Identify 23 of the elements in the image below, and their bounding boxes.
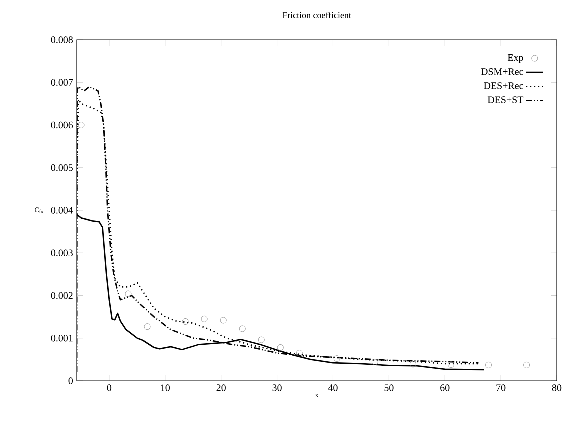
y-tick-label: 0.005 bbox=[51, 164, 73, 172]
x-tick-label: 80 bbox=[552, 384, 562, 392]
y-tick-label: 0.006 bbox=[51, 122, 74, 129]
legend-label: DSM+Rec bbox=[481, 68, 524, 76]
legend-label: Exp bbox=[508, 54, 524, 64]
legend-label: DES+ST bbox=[488, 96, 524, 104]
y-tick-label: 0.008 bbox=[51, 36, 74, 44]
x-tick-label: 70 bbox=[496, 384, 506, 392]
legend-label: DES+Rec bbox=[484, 82, 524, 90]
y-tick-label: 0.002 bbox=[51, 292, 73, 300]
chart-title: Friction coefficient bbox=[282, 12, 352, 18]
x-tick-label: 40 bbox=[328, 384, 338, 392]
x-tick-label: 10 bbox=[161, 384, 170, 392]
x-tick-label: 60 bbox=[440, 384, 450, 392]
x-tick-label: 50 bbox=[384, 384, 394, 392]
x-tick-label: 30 bbox=[272, 384, 282, 392]
x-tick-label: 0 bbox=[107, 384, 112, 392]
x-tick-label: 20 bbox=[216, 384, 226, 392]
y-tick-label: 0 bbox=[68, 378, 74, 384]
y-tick-label: 0.003 bbox=[51, 250, 73, 257]
y-tick-label: 0.004 bbox=[51, 207, 74, 214]
y-tick-label: 0.007 bbox=[51, 79, 74, 86]
y-tick-label: 0.001 bbox=[51, 334, 73, 342]
